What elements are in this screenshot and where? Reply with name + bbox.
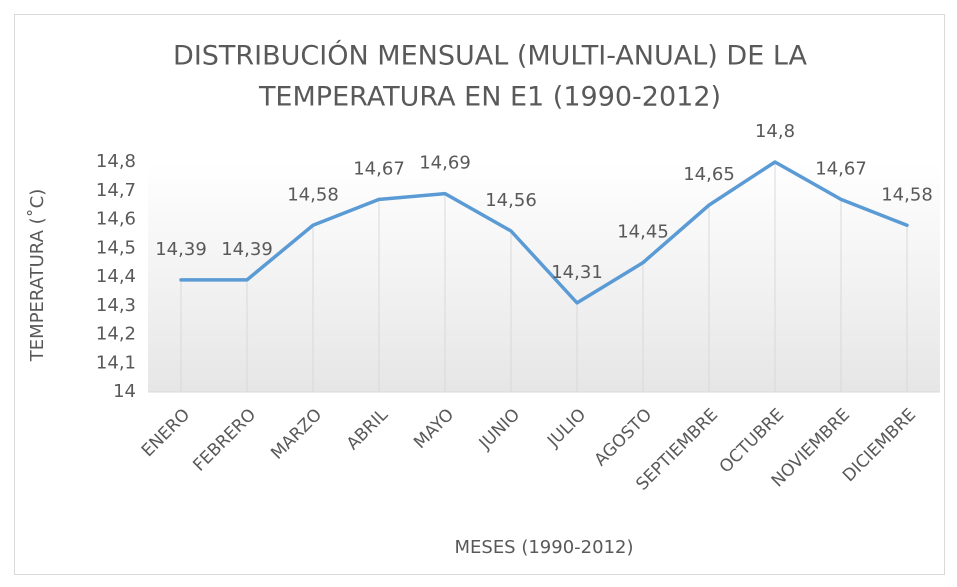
series-line bbox=[179, 160, 909, 305]
y-tick-label: 14,1 bbox=[96, 352, 136, 373]
data-label: 14,58 bbox=[881, 184, 933, 205]
y-tick-label: 14,4 bbox=[96, 266, 136, 287]
data-label: 14,8 bbox=[755, 121, 795, 142]
data-label: 14,67 bbox=[353, 158, 405, 179]
data-label: 14,39 bbox=[221, 239, 273, 260]
chart-title: TEMPERATURA EN E1 (1990-2012) bbox=[258, 82, 721, 113]
data-label: 14,31 bbox=[551, 262, 603, 283]
data-label: 14,65 bbox=[683, 164, 735, 185]
y-tick-label: 14,7 bbox=[96, 180, 136, 201]
y-tick-label: 14,8 bbox=[96, 151, 136, 172]
y-tick-label: 14,6 bbox=[96, 209, 136, 230]
y-tick-label: 14,5 bbox=[96, 237, 136, 258]
y-axis-label: TEMPERATURA (˚C) bbox=[27, 189, 48, 362]
data-label: 14,45 bbox=[617, 222, 669, 243]
y-tick-label: 14 bbox=[113, 381, 136, 402]
data-label: 14,58 bbox=[287, 184, 339, 205]
y-tick-label: 14,3 bbox=[96, 295, 136, 316]
plot-area bbox=[148, 162, 940, 392]
data-label: 14,67 bbox=[815, 158, 867, 179]
data-label: 14,69 bbox=[419, 153, 471, 174]
data-label: 14,56 bbox=[485, 190, 537, 211]
chart-title: DISTRIBUCIÓN MENSUAL (MULTI-ANUAL) DE LA bbox=[173, 40, 807, 72]
data-label: 14,39 bbox=[155, 239, 207, 260]
x-axis-label: MESES (1990-2012) bbox=[454, 537, 633, 558]
y-tick-label: 14,2 bbox=[96, 324, 136, 345]
